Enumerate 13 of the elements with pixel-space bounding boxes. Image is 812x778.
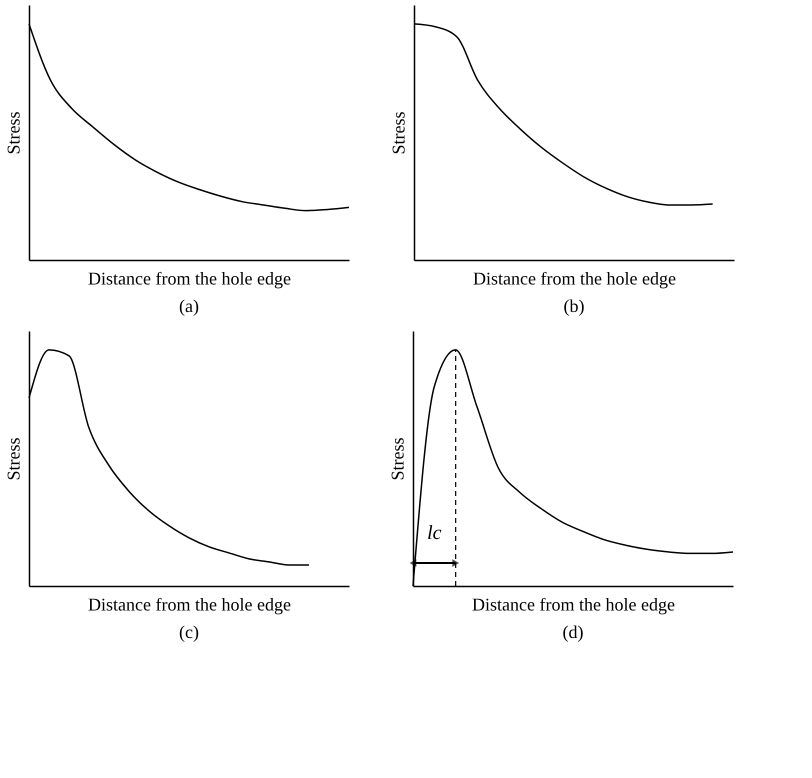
x-axis-title: Distance from the hole edge — [88, 268, 291, 288]
annotation: lc — [427, 522, 442, 544]
y-axis-title: Stress — [388, 111, 408, 155]
text: (d) — [562, 622, 584, 642]
y-axis-title: Stress — [4, 111, 24, 155]
text: (b) — [564, 296, 584, 316]
x-axis-title: Distance from the hole edge — [88, 594, 291, 614]
x-axis-title: Distance from the hole edge — [473, 268, 676, 288]
text: (c) — [179, 622, 199, 642]
y-axis-title: Stress — [4, 437, 24, 481]
text: (a) — [179, 296, 199, 316]
y-axis-title: Stress — [388, 437, 408, 481]
x-axis-title: Distance from the hole edge — [472, 594, 675, 614]
